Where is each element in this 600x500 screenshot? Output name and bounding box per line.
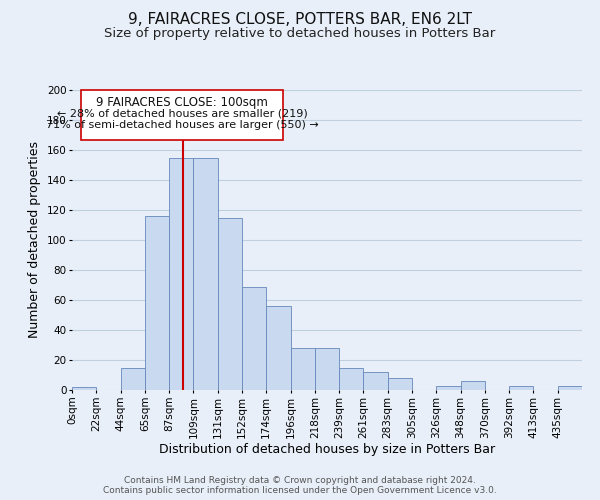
Bar [266,306,290,390]
Text: Contains public sector information licensed under the Open Government Licence v3: Contains public sector information licen… [103,486,497,495]
Bar [169,158,193,390]
Bar [193,158,218,390]
Bar [364,372,388,390]
Bar [436,386,461,390]
Bar [218,218,242,390]
Bar [121,368,145,390]
Bar [315,348,339,390]
Bar [290,348,315,390]
Bar [388,378,412,390]
Bar [339,368,364,390]
Bar [242,286,266,390]
Text: Contains HM Land Registry data © Crown copyright and database right 2024.: Contains HM Land Registry data © Crown c… [124,476,476,485]
Y-axis label: Number of detached properties: Number of detached properties [28,142,41,338]
Bar [145,216,169,390]
Bar [72,387,96,390]
Text: 9, FAIRACRES CLOSE, POTTERS BAR, EN6 2LT: 9, FAIRACRES CLOSE, POTTERS BAR, EN6 2LT [128,12,472,28]
Text: 9 FAIRACRES CLOSE: 100sqm: 9 FAIRACRES CLOSE: 100sqm [96,96,268,109]
Bar [558,386,582,390]
Text: ← 28% of detached houses are smaller (219): ← 28% of detached houses are smaller (21… [56,108,307,118]
Text: Size of property relative to detached houses in Potters Bar: Size of property relative to detached ho… [104,28,496,40]
FancyBboxPatch shape [80,90,283,140]
Bar [509,386,533,390]
X-axis label: Distribution of detached houses by size in Potters Bar: Distribution of detached houses by size … [159,443,495,456]
Bar [461,381,485,390]
Text: 71% of semi-detached houses are larger (550) →: 71% of semi-detached houses are larger (… [46,120,318,130]
